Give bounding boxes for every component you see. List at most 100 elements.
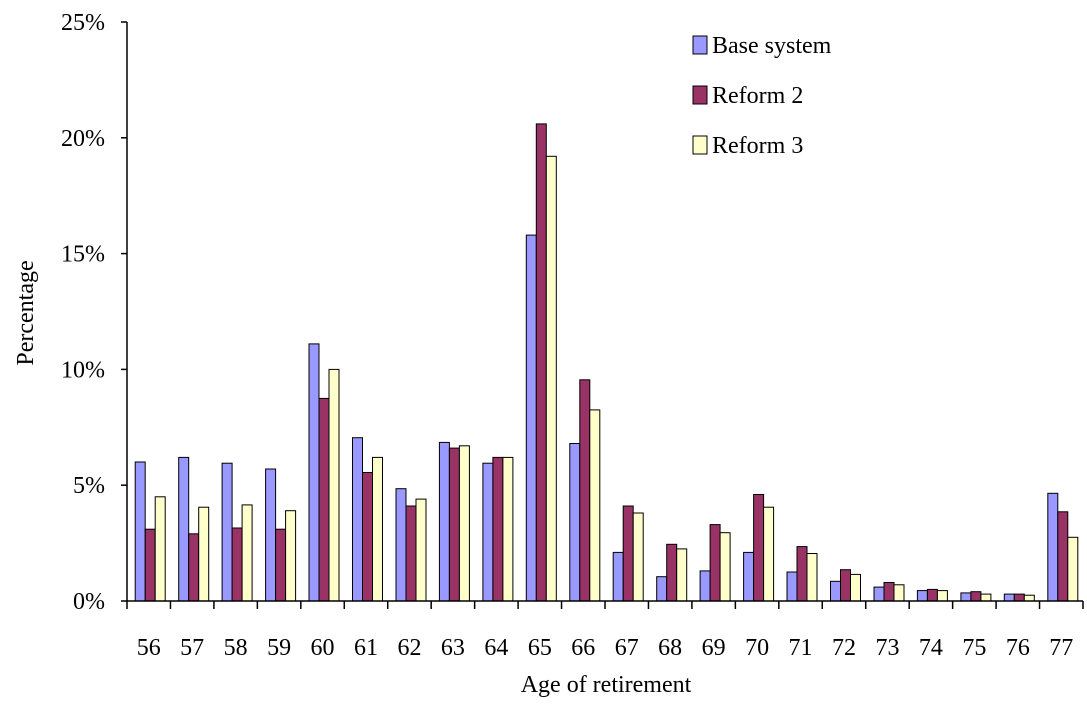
legend-label: Reform 3 — [712, 133, 803, 159]
bar-base-system-69 — [699, 570, 711, 602]
x-tick-label: 56 — [137, 635, 161, 661]
bar-reform-2-56 — [144, 528, 156, 602]
bar-reform-3-76 — [1023, 594, 1035, 602]
x-tick-label: 75 — [962, 635, 986, 661]
bar-reform-3-62 — [415, 498, 427, 602]
legend-swatch — [692, 35, 708, 55]
x-tick-label: 68 — [658, 635, 682, 661]
x-tick-label: 69 — [702, 635, 726, 661]
x-tick-label: 76 — [1006, 635, 1030, 661]
x-tick-label: 72 — [832, 635, 856, 661]
bar-base-system-75 — [960, 592, 972, 602]
x-tick-label: 65 — [528, 635, 552, 661]
bar-reform-2-74 — [926, 588, 938, 602]
bar-reform-2-73 — [883, 582, 895, 602]
x-tick-label: 62 — [397, 635, 421, 661]
bar-reform-2-68 — [666, 543, 678, 602]
bar-reform-3-60 — [328, 368, 340, 602]
bar-base-system-58 — [221, 462, 233, 602]
x-tick-label: 63 — [441, 635, 465, 661]
y-tick-label: 15% — [61, 242, 105, 268]
bar-reform-3-72 — [850, 573, 861, 602]
bar-base-system-76 — [1003, 593, 1015, 602]
bar-reform-3-74 — [936, 590, 948, 602]
x-tick-label: 60 — [311, 635, 335, 661]
bar-base-system-71 — [786, 571, 798, 602]
x-axis-title: Age of retirement — [521, 672, 692, 698]
x-tick-label: 73 — [875, 635, 899, 661]
bar-reform-2-64 — [492, 456, 504, 602]
x-tick-label: 71 — [789, 635, 813, 661]
y-axis-ticks: 0% 5% 10% 15% 20% 25% — [61, 10, 127, 615]
bar-reform-2-67 — [622, 505, 634, 602]
legend: Base system Reform 2 Reform 3 — [692, 33, 832, 159]
bar-base-system-77 — [1047, 492, 1059, 602]
bar-reform-2-61 — [362, 472, 373, 602]
bar-reform-3-56 — [154, 496, 166, 602]
bar-base-system-64 — [482, 462, 494, 602]
bar-base-system-61 — [352, 437, 363, 602]
y-axis-title: Percentage — [13, 260, 39, 365]
x-tick-label: 58 — [224, 635, 248, 661]
bar-reform-2-71 — [796, 546, 808, 602]
bar-reform-3-61 — [372, 456, 383, 602]
bars-group — [134, 123, 1079, 602]
bar-reform-2-77 — [1057, 511, 1069, 602]
bar-reform-2-59 — [275, 528, 287, 602]
bar-reform-2-69 — [709, 524, 721, 602]
bar-reform-3-77 — [1067, 536, 1079, 602]
bar-base-system-65 — [525, 234, 537, 602]
legend-swatch — [692, 135, 708, 155]
bar-base-system-59 — [265, 468, 277, 602]
bar-reform-3-63 — [458, 445, 470, 602]
x-tick-label: 64 — [484, 635, 508, 661]
bar-reform-2-70 — [753, 494, 765, 602]
bar-reform-3-68 — [676, 548, 688, 602]
bar-reform-3-66 — [589, 409, 601, 602]
x-tick-label: 57 — [180, 635, 204, 661]
bar-reform-2-58 — [231, 527, 243, 602]
y-tick-label: 25% — [61, 10, 105, 36]
bar-reform-2-72 — [840, 569, 851, 602]
x-tick-label: 67 — [615, 635, 639, 661]
legend-label: Reform 2 — [712, 83, 803, 109]
y-tick-label: 10% — [61, 357, 105, 383]
bar-base-system-67 — [612, 551, 624, 602]
x-tick-label: 59 — [267, 635, 291, 661]
bar-base-system-63 — [438, 441, 450, 602]
bar-base-system-74 — [916, 590, 928, 602]
bar-base-system-70 — [743, 551, 755, 602]
legend-swatch — [692, 85, 708, 105]
bar-base-system-60 — [308, 343, 320, 602]
bar-reform-3-70 — [763, 506, 775, 602]
bar-base-system-66 — [569, 443, 581, 602]
x-axis-ticks: 56 57 58 59 60 61 62 63 64 65 66 67 68 69 70 71 72 73 74 75… — [126, 601, 1084, 661]
bar-base-system-57 — [178, 456, 190, 602]
bar-reform-2-63 — [448, 447, 460, 602]
bar-reform-2-57 — [188, 533, 200, 602]
x-tick-label: 66 — [571, 635, 595, 661]
bar-reform-3-71 — [806, 553, 818, 602]
bar-reform-3-59 — [285, 510, 297, 602]
bar-reform-3-64 — [502, 456, 514, 602]
y-tick-label: 20% — [61, 126, 105, 152]
bar-reform-3-73 — [893, 584, 905, 602]
bar-reform-3-65 — [545, 155, 557, 602]
x-tick-label: 70 — [745, 635, 769, 661]
bar-reform-2-76 — [1013, 593, 1025, 602]
bar-base-system-62 — [395, 488, 407, 602]
x-tick-label: 77 — [1049, 635, 1073, 661]
bar-base-system-56 — [134, 461, 146, 602]
legend-label: Base system — [712, 33, 832, 59]
bar-base-system-68 — [656, 576, 668, 602]
bar-reform-2-60 — [318, 397, 330, 602]
bar-reform-3-58 — [241, 504, 253, 602]
x-tick-label: 61 — [354, 635, 378, 661]
bar-reform-3-57 — [198, 506, 210, 602]
bar-base-system-73 — [873, 586, 885, 602]
y-tick-label: 5% — [73, 473, 105, 499]
y-tick-label: 0% — [73, 589, 105, 615]
bar-base-system-72 — [830, 580, 841, 602]
